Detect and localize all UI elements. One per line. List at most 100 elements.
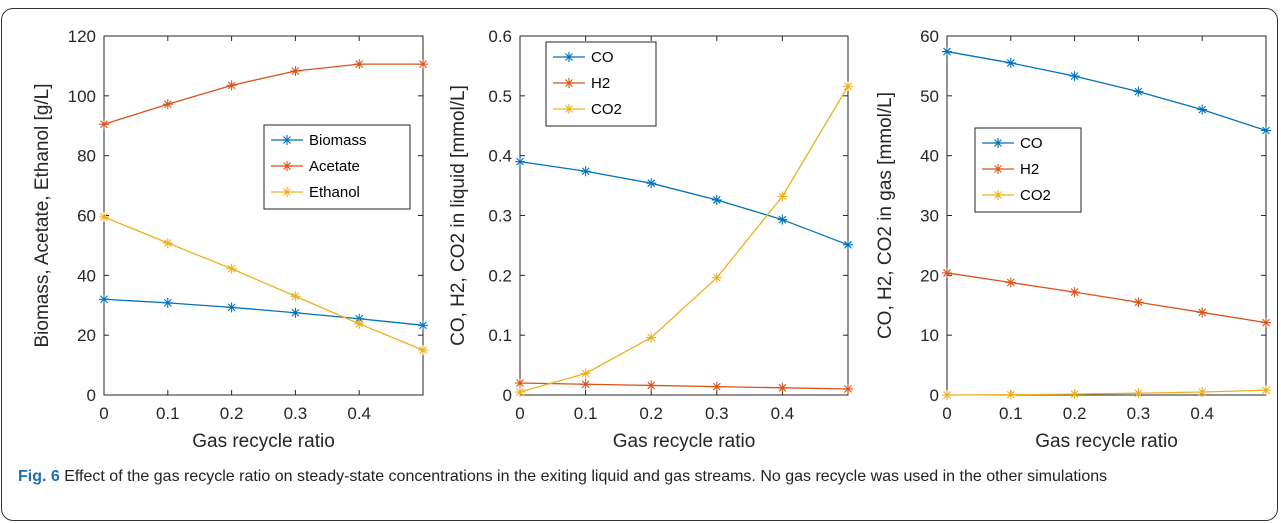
series-co bbox=[942, 46, 1271, 136]
legend-item: CO bbox=[553, 49, 614, 66]
chart-panel-1: 0 20 40 60 80 100 120 0 0.1 0.2 0.3 0.4 Gas recycle … bbox=[32, 27, 428, 452]
data-point bbox=[226, 263, 237, 274]
series-h2 bbox=[942, 267, 1271, 328]
y-tick-label: 120 bbox=[68, 27, 96, 46]
data-point bbox=[1197, 387, 1208, 398]
figure-caption: Fig. 6 Effect of the gas recycle ratio o… bbox=[18, 465, 1258, 489]
plot-area bbox=[103, 35, 424, 396]
data-point bbox=[226, 80, 237, 91]
y-tick-label: 0 bbox=[930, 386, 939, 405]
y-tick-label: 40 bbox=[920, 147, 939, 166]
data-point bbox=[580, 368, 591, 379]
x-tick-label: 0.1 bbox=[999, 404, 1023, 423]
x-axis-label: Gas recycle ratio bbox=[613, 431, 756, 452]
data-point bbox=[162, 99, 173, 110]
legend-item: H2 bbox=[553, 75, 610, 92]
data-point bbox=[646, 332, 657, 343]
data-point bbox=[580, 379, 591, 390]
data-point bbox=[354, 318, 365, 329]
data-point bbox=[646, 178, 657, 189]
chart-panel-2: 0 0.1 0.2 0.3 0.4 0.5 0.6 0 0.1 0.2 0.3 0.4 Gas recy… bbox=[448, 27, 853, 452]
legend-item: Biomass bbox=[271, 132, 367, 149]
data-point bbox=[1133, 297, 1144, 308]
data-point bbox=[290, 291, 301, 302]
y-tick-label: 20 bbox=[77, 326, 96, 345]
x-tick-label: 0.1 bbox=[574, 404, 598, 423]
data-point bbox=[515, 387, 525, 398]
data-point bbox=[515, 378, 525, 389]
data-point bbox=[777, 191, 788, 202]
data-point bbox=[711, 272, 722, 283]
data-point bbox=[162, 238, 173, 249]
data-point bbox=[418, 320, 428, 331]
y-tick-label: 0.3 bbox=[488, 207, 512, 226]
data-point bbox=[99, 294, 109, 305]
y-tick-label: 30 bbox=[920, 207, 939, 226]
data-point bbox=[1133, 86, 1144, 97]
y-tick-label: 0 bbox=[87, 386, 96, 405]
legend-item: Acetate bbox=[271, 158, 360, 175]
data-point bbox=[418, 345, 428, 356]
data-point bbox=[1005, 389, 1016, 400]
x-tick-label: 0.4 bbox=[1190, 404, 1214, 423]
legend-marker bbox=[564, 104, 574, 114]
legend-box bbox=[545, 41, 657, 127]
data-point bbox=[646, 380, 657, 391]
data-point bbox=[942, 267, 952, 278]
y-tick-label: 0.6 bbox=[488, 27, 512, 46]
chart-panel-3: 0 10 20 30 40 50 60 0 0.1 0.2 0.3 0.4 Gas recycle ra… bbox=[875, 27, 1271, 452]
series-co2 bbox=[515, 81, 853, 398]
caption-text: Effect of the gas recycle ratio on stead… bbox=[59, 468, 1108, 485]
data-point bbox=[354, 59, 365, 70]
series-line bbox=[103, 298, 424, 326]
data-point bbox=[99, 119, 109, 130]
legend-marker bbox=[993, 190, 1003, 200]
x-tick-label: 0.2 bbox=[639, 404, 663, 423]
data-point bbox=[942, 390, 952, 400]
x-tick-label: 0.1 bbox=[156, 404, 180, 423]
data-point bbox=[290, 66, 301, 77]
legend-box bbox=[974, 127, 1082, 213]
legend-marker bbox=[564, 52, 574, 62]
data-point bbox=[1069, 389, 1080, 400]
legend-item: CO2 bbox=[982, 187, 1051, 204]
data-point bbox=[843, 384, 853, 395]
data-point bbox=[843, 81, 853, 92]
data-point bbox=[1069, 287, 1080, 298]
y-axis-label: CO, H2, CO2 in liquid [mmol/L] bbox=[448, 85, 469, 346]
legend-marker bbox=[564, 78, 574, 88]
legend-label: Biomass bbox=[309, 132, 367, 149]
data-point bbox=[1261, 385, 1271, 396]
series-h2 bbox=[515, 378, 853, 395]
y-tick-label: 0.4 bbox=[488, 147, 512, 166]
series-line bbox=[519, 382, 849, 390]
data-point bbox=[290, 307, 301, 318]
series-line bbox=[946, 50, 1267, 132]
data-point bbox=[99, 211, 109, 222]
legend-label: H2 bbox=[1020, 161, 1039, 178]
data-point bbox=[1069, 71, 1080, 82]
data-point bbox=[1197, 307, 1208, 318]
legend: Biomass Acetate Ethanol bbox=[263, 124, 411, 210]
x-tick-label: 0.2 bbox=[220, 404, 244, 423]
data-point bbox=[1133, 388, 1144, 399]
figure-number: Fig. 6 bbox=[18, 468, 60, 485]
legend-label: CO2 bbox=[591, 101, 622, 118]
data-point bbox=[418, 59, 428, 70]
data-point bbox=[580, 166, 591, 177]
data-point bbox=[515, 156, 525, 167]
data-point bbox=[1261, 125, 1271, 136]
y-tick-label: 10 bbox=[920, 326, 939, 345]
series-co2 bbox=[942, 385, 1271, 400]
legend-item: Ethanol bbox=[271, 184, 360, 201]
series-line bbox=[519, 161, 849, 246]
y-tick-label: 0 bbox=[503, 386, 512, 405]
x-tick-label: 0.2 bbox=[1063, 404, 1087, 423]
legend: CO H2 CO2 bbox=[545, 41, 657, 127]
legend-marker bbox=[282, 187, 292, 197]
y-tick-label: 0.1 bbox=[488, 326, 512, 345]
series-line bbox=[103, 216, 424, 351]
x-tick-label: 0.3 bbox=[1127, 404, 1151, 423]
y-axis-label: CO, H2, CO2 in gas [mmol/L] bbox=[875, 92, 896, 339]
